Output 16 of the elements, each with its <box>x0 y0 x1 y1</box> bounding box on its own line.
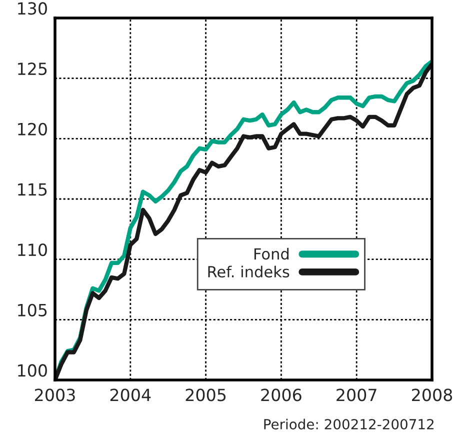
y-tick-label: 120 <box>18 122 47 136</box>
y-tick-label: 125 <box>18 62 47 76</box>
y-tick-label: 105 <box>18 304 47 316</box>
x-tick-label: 2008 <box>412 388 452 402</box>
y-tick-label: 110 <box>18 243 47 256</box>
text: Periode: 200212-200712 <box>264 418 434 430</box>
x-tick-label: 2005 <box>186 388 226 402</box>
y-tick-label: 130 <box>18 2 47 15</box>
x-tick-label: 2006 <box>261 388 302 402</box>
x-tick-label: 2007 <box>336 388 376 402</box>
y-tick-label: 100 <box>18 364 47 377</box>
y-tick-label: 115 <box>18 183 47 196</box>
legend-label: Fond <box>254 248 289 260</box>
x-tick-label: 2004 <box>110 388 151 402</box>
x-tick-label: 2003 <box>35 388 75 402</box>
legend-label: Ref. indeks <box>208 266 290 278</box>
